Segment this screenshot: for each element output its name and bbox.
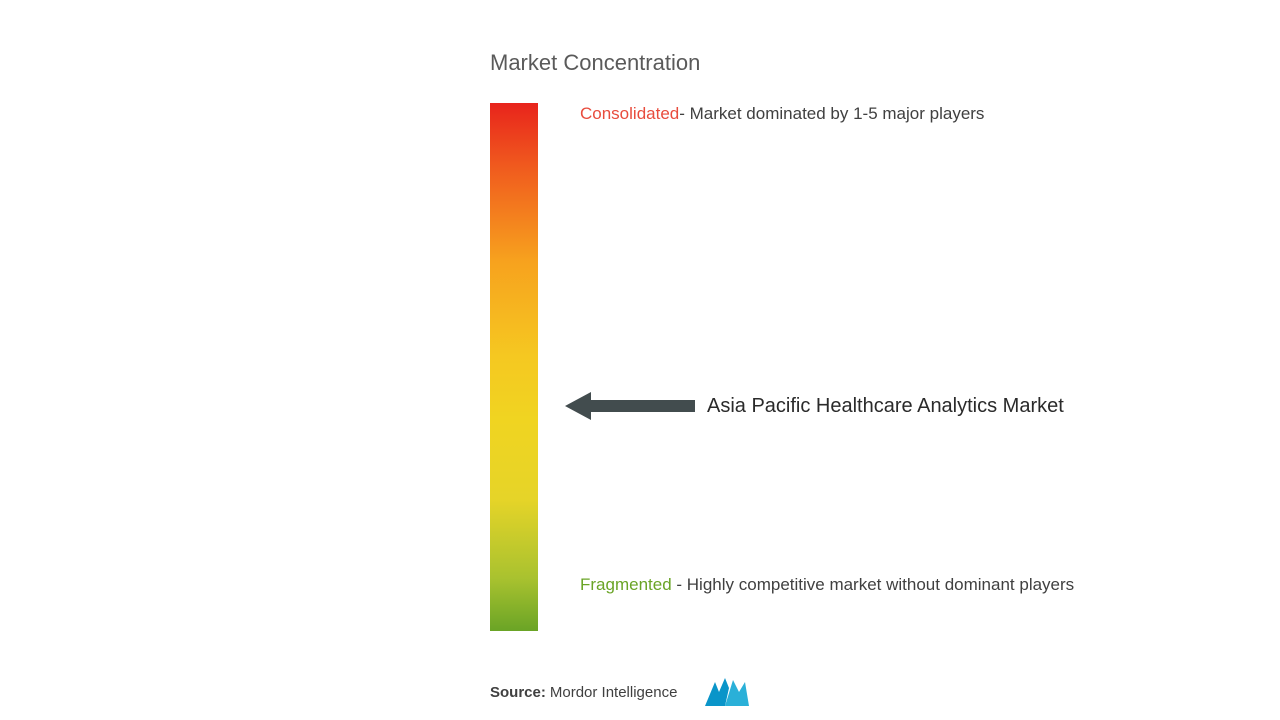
fragmented-label: Fragmented - Highly competitive market w… — [580, 571, 1074, 599]
arrow-left-icon — [565, 390, 695, 422]
fragmented-description: - Highly competitive market without domi… — [672, 575, 1075, 594]
mordor-logo-icon — [705, 678, 749, 706]
source-attribution: Source: Mordor Intelligence — [490, 678, 749, 706]
consolidated-description: - Market dominated by 1-5 major players — [679, 104, 984, 123]
fragmented-term: Fragmented — [580, 575, 672, 594]
market-position-marker: Asia Pacific Healthcare Analytics Market — [565, 390, 1064, 422]
market-name-label: Asia Pacific Healthcare Analytics Market — [707, 395, 1064, 418]
consolidated-label: Consolidated- Market dominated by 1-5 ma… — [580, 104, 984, 124]
source-prefix: Source: — [490, 684, 546, 701]
source-name: Mordor Intelligence — [550, 684, 678, 701]
chart-title: Market Concentration — [490, 50, 700, 76]
consolidated-term: Consolidated — [580, 104, 679, 123]
concentration-gradient-bar — [490, 103, 538, 631]
